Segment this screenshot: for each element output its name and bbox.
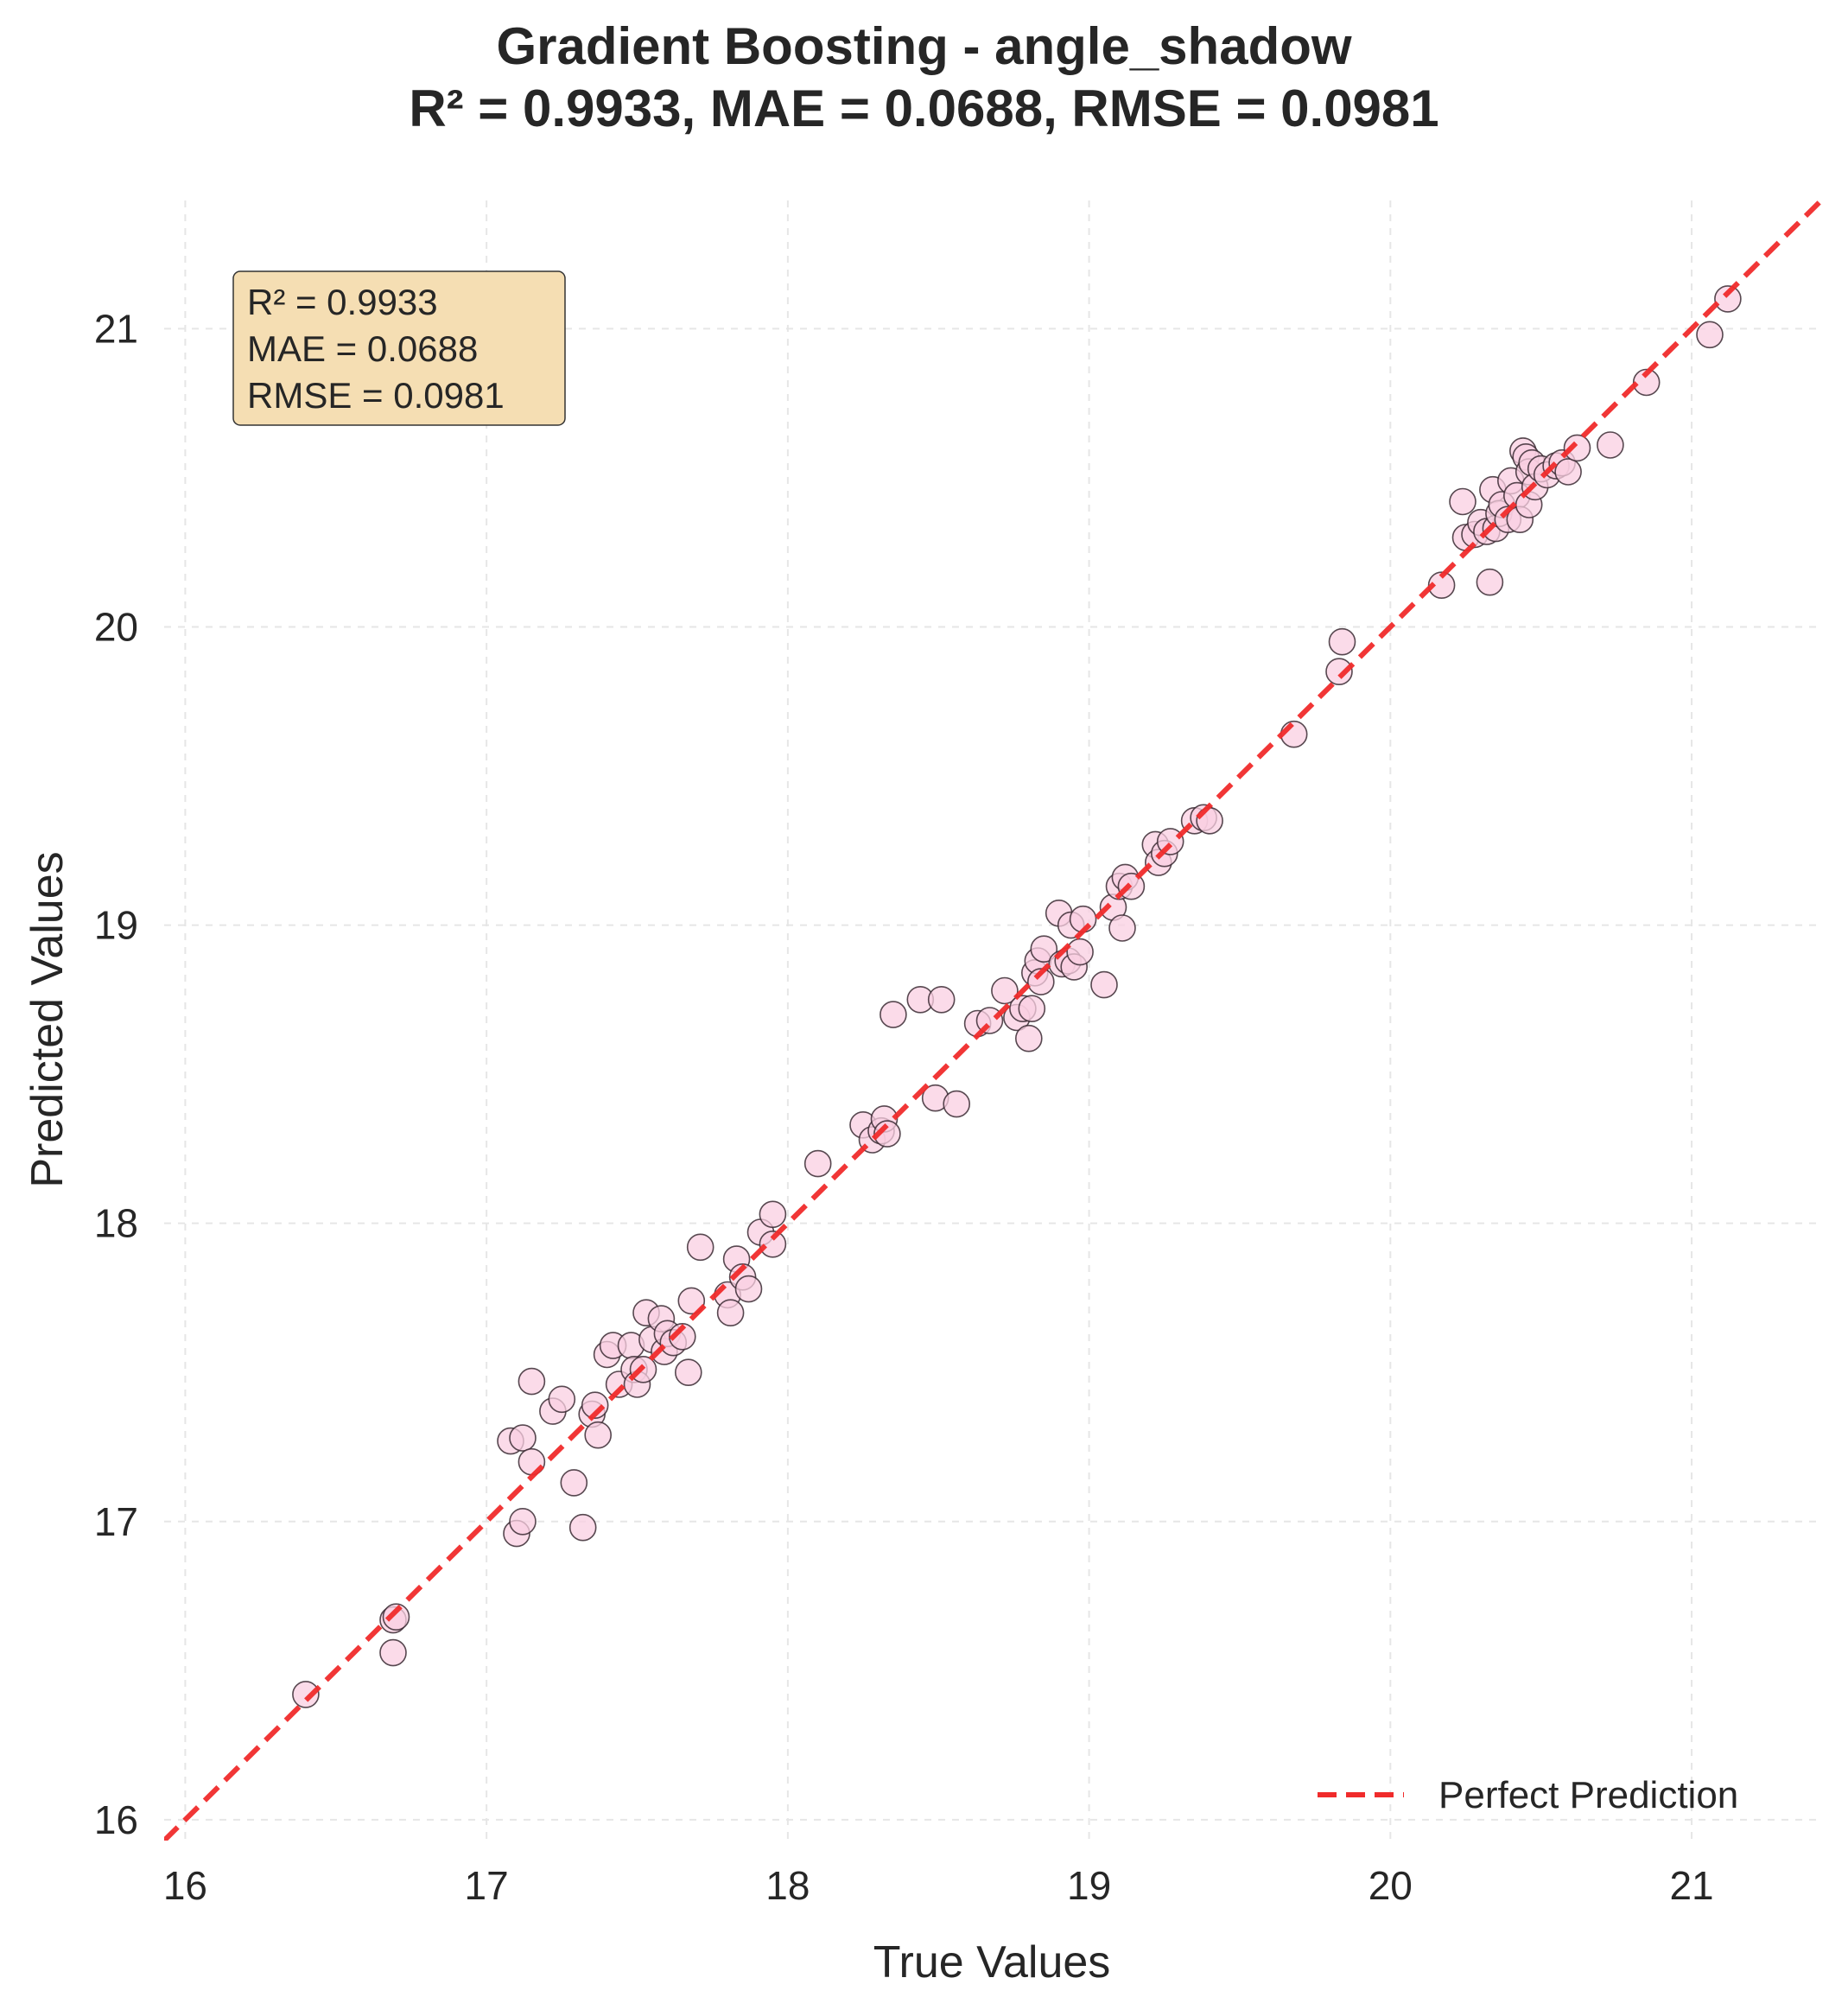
y-tick-label-1: 17: [94, 1499, 138, 1544]
data-point: [880, 1001, 907, 1028]
data-point: [560, 1469, 588, 1497]
x-tick-label-3: 19: [1067, 1863, 1111, 1908]
data-point: [1696, 321, 1724, 349]
y-tick-label-4: 20: [94, 604, 138, 649]
data-point: [509, 1508, 537, 1536]
data-point: [1018, 995, 1046, 1022]
data-point: [1714, 285, 1742, 313]
data-point: [1632, 368, 1661, 397]
data-point: [759, 1231, 787, 1258]
data-point: [677, 1287, 706, 1315]
data-point: [584, 1421, 613, 1449]
y-axis-label: Predicted Values: [22, 851, 73, 1187]
x-axis-ticks: 16 17 18 19 20 21: [163, 1863, 1714, 1908]
data-point: [1476, 568, 1504, 596]
data-point: [1427, 571, 1456, 600]
data-point: [991, 976, 1019, 1005]
data-point: [1325, 658, 1353, 686]
data-point: [927, 986, 956, 1014]
data-points: [292, 285, 1742, 1708]
x-tick-label-0: 16: [163, 1863, 207, 1908]
y-tick-label-3: 19: [94, 903, 138, 948]
data-point: [668, 1323, 696, 1351]
stats-rmse: RMSE = 0.0981: [247, 375, 505, 416]
data-point: [716, 1299, 745, 1326]
data-point: [518, 1367, 546, 1396]
x-tick-label-1: 17: [465, 1863, 509, 1908]
y-tick-label-0: 16: [94, 1797, 138, 1842]
chart-title: Gradient Boosting - angle_shadow: [496, 17, 1352, 75]
x-tick-label-2: 18: [765, 1863, 810, 1908]
data-point: [1090, 970, 1118, 999]
x-axis-label: True Values: [873, 1937, 1111, 1987]
data-point: [734, 1275, 763, 1303]
data-point: [759, 1200, 787, 1229]
data-point: [1449, 487, 1476, 516]
data-point: [568, 1513, 597, 1542]
chart-subtitle: R² = 0.9933, MAE = 0.0688, RMSE = 0.0981: [409, 79, 1439, 137]
x-tick-label-5: 21: [1669, 1863, 1713, 1908]
stats-box-background: [232, 270, 566, 426]
data-point: [379, 1638, 407, 1667]
y-tick-label-5: 21: [94, 306, 138, 351]
stats-mae: MAE = 0.0688: [247, 328, 478, 369]
stats-r2: R² = 0.9933: [247, 282, 438, 322]
data-point: [292, 1681, 320, 1708]
data-point: [1554, 458, 1582, 486]
perfect-prediction-line: [164, 200, 1821, 1841]
data-point: [581, 1391, 609, 1419]
y-axis-ticks: 16 17 18 19 20 21: [94, 306, 138, 1841]
chart-title-block: Gradient Boosting - angle_shadow R² = 0.…: [0, 16, 1848, 140]
data-point: [803, 1149, 832, 1178]
legend: Perfect Prediction: [1318, 1774, 1738, 1816]
data-point: [1108, 914, 1136, 942]
data-point: [382, 1603, 410, 1631]
data-point: [1563, 434, 1591, 462]
reference-line-group: [164, 200, 1821, 1841]
data-point: [674, 1358, 702, 1386]
legend-label-perfect-prediction: Perfect Prediction: [1438, 1774, 1738, 1816]
data-point: [873, 1120, 901, 1148]
stats-box: R² = 0.9933 MAE = 0.0688 RMSE = 0.0981: [232, 270, 566, 426]
grid-lines: [164, 200, 1821, 1841]
data-point: [1597, 431, 1624, 459]
data-point: [1027, 968, 1055, 995]
x-tick-label-4: 20: [1369, 1863, 1413, 1908]
data-point: [1030, 935, 1058, 963]
data-point: [1066, 938, 1094, 966]
y-tick-label-2: 18: [94, 1201, 138, 1246]
data-point: [943, 1090, 970, 1118]
data-point: [1015, 1024, 1043, 1053]
data-point: [548, 1385, 576, 1414]
data-point: [686, 1233, 714, 1262]
data-point: [509, 1424, 537, 1452]
data-point: [1328, 627, 1356, 656]
